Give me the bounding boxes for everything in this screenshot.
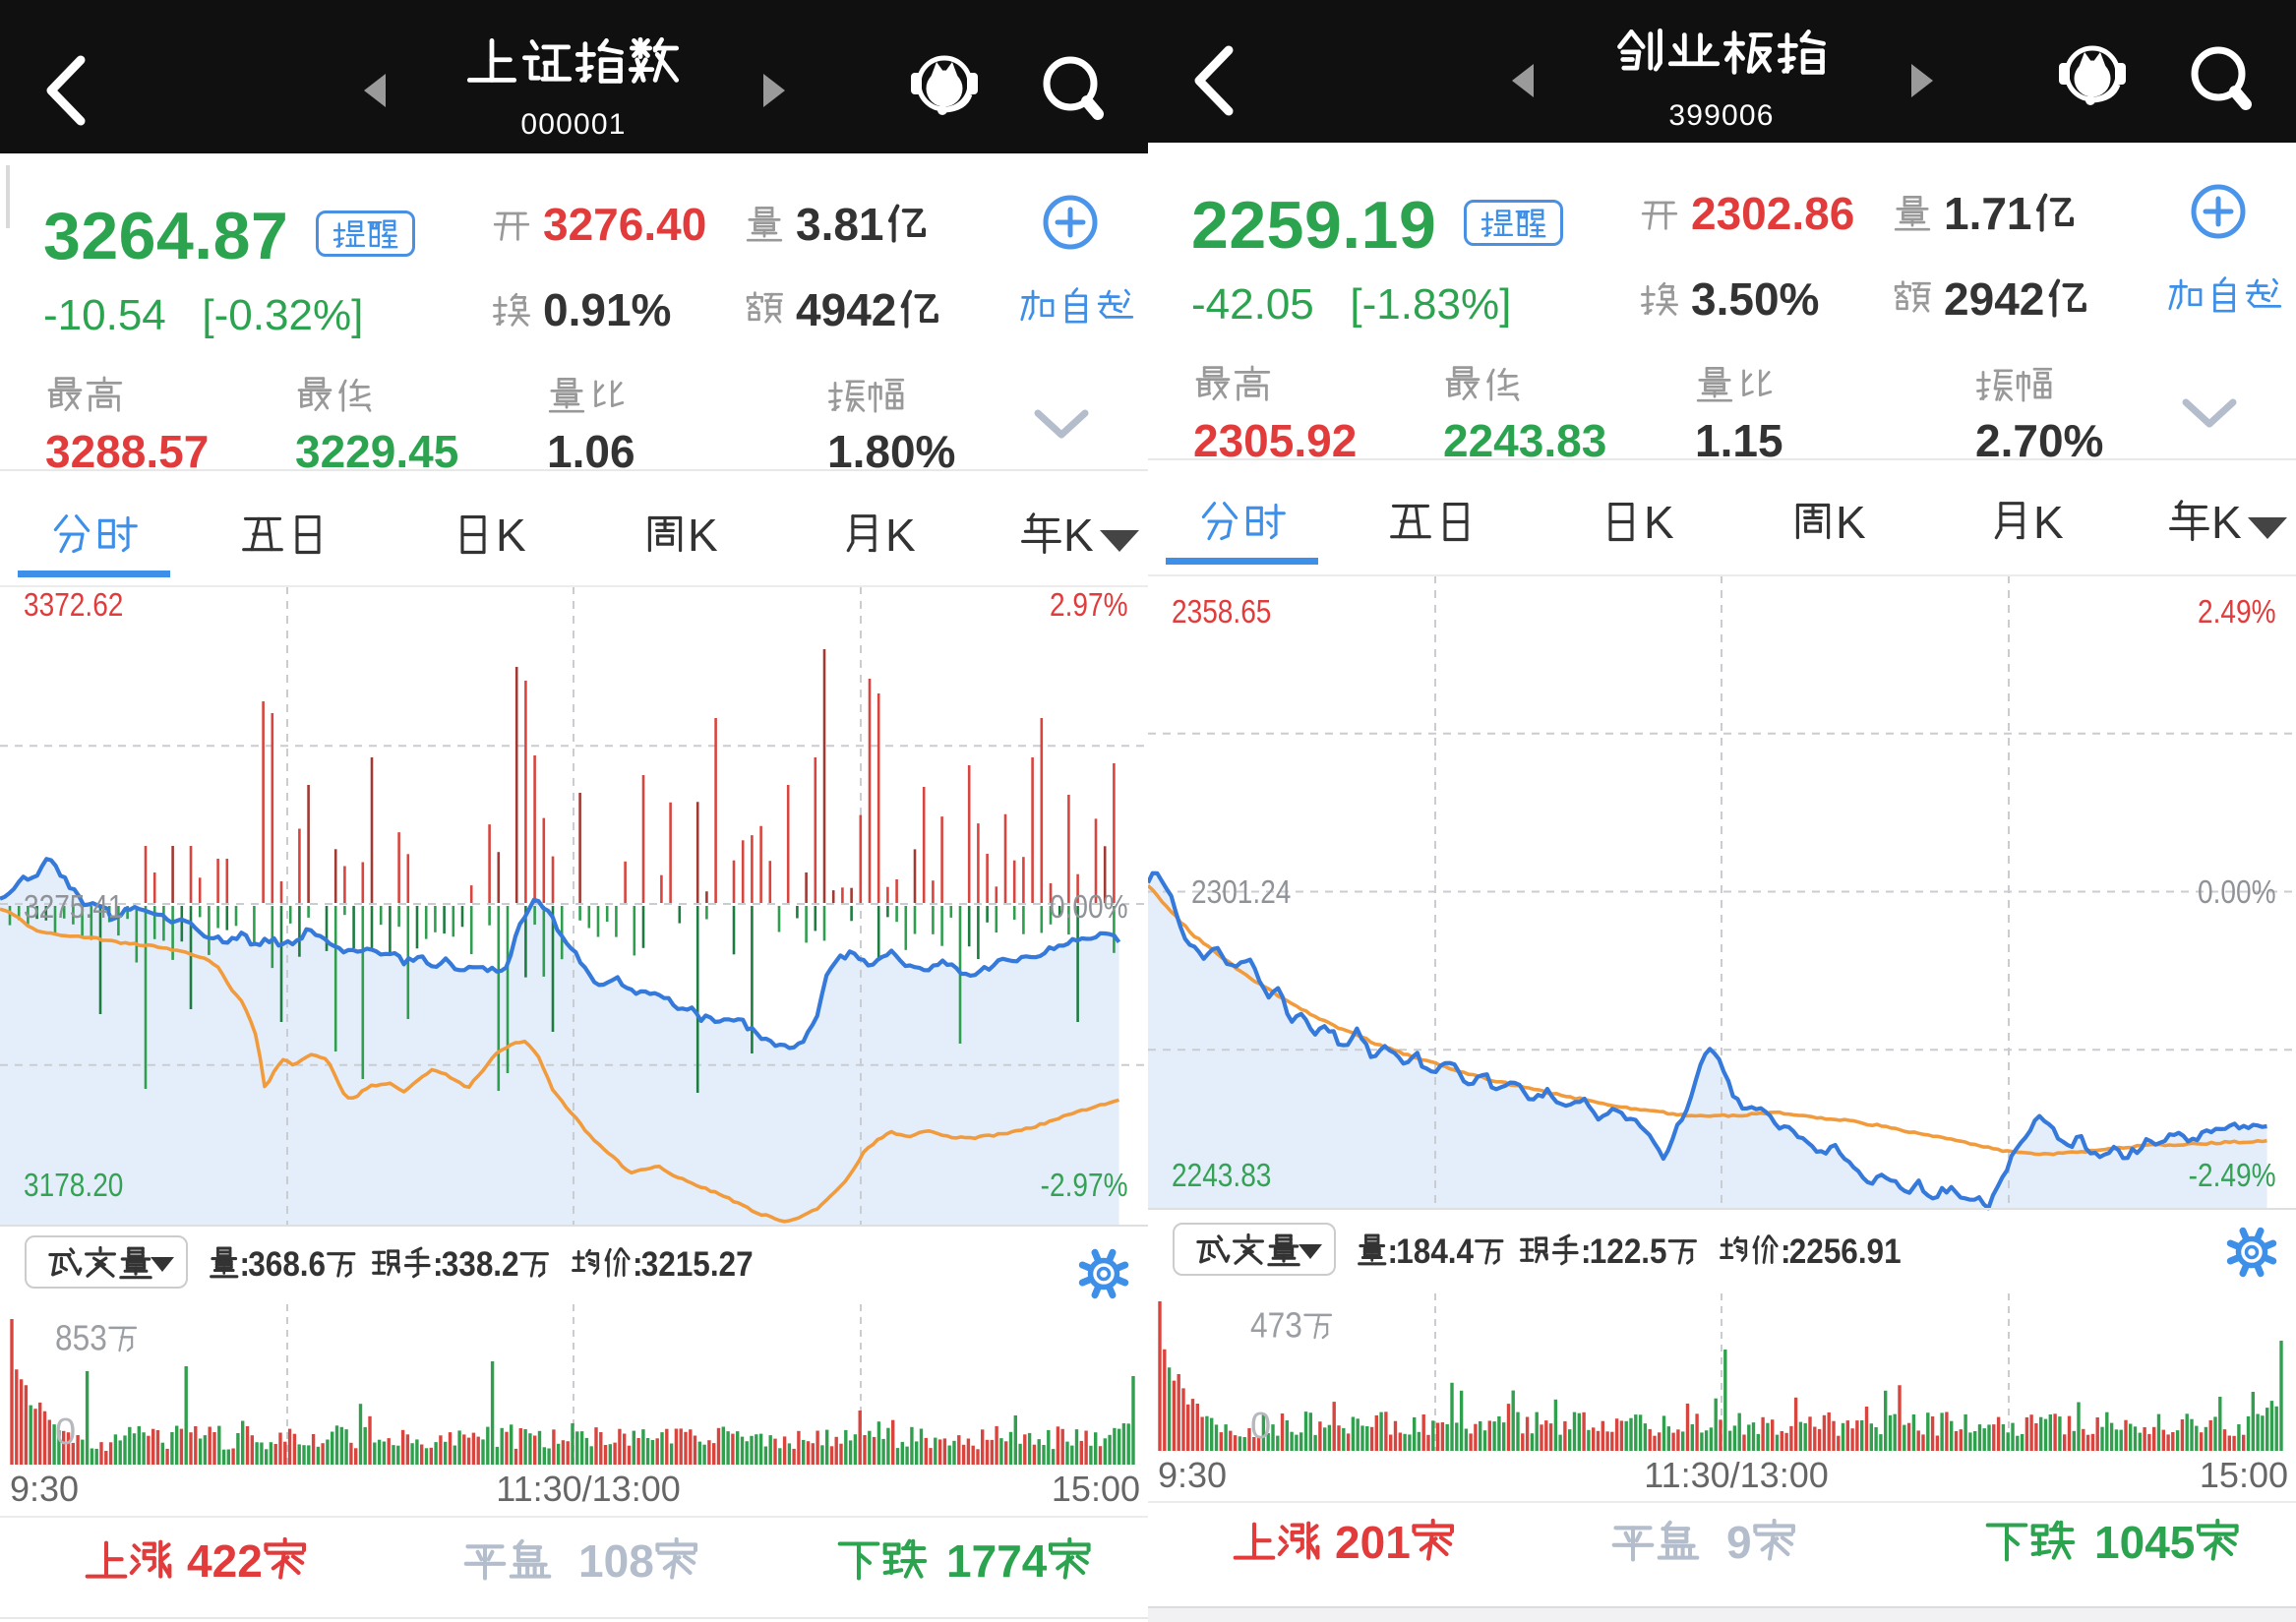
svg-text:3: 3 <box>458 1245 476 1284</box>
svg-text:1: 1 <box>946 1535 972 1587</box>
svg-text:.: . <box>1969 188 1982 239</box>
svg-text:1: 1 <box>1385 1517 1411 1568</box>
svg-text:.: . <box>493 1245 502 1284</box>
svg-text:2: 2 <box>658 1245 676 1284</box>
svg-text:2: 2 <box>1624 1232 1642 1271</box>
svg-text::: : <box>1781 1232 1790 1271</box>
svg-text:2: 2 <box>2020 273 2045 325</box>
svg-text:.: . <box>1858 1232 1867 1271</box>
svg-text:4: 4 <box>846 284 872 335</box>
svg-text:.: . <box>710 1245 719 1284</box>
svg-text:6: 6 <box>1841 1232 1858 1271</box>
svg-text:7: 7 <box>1981 188 2007 239</box>
svg-text:7: 7 <box>1268 1306 1286 1346</box>
svg-text:0: 0 <box>2120 1517 2145 1568</box>
svg-text:5: 5 <box>693 1245 710 1284</box>
svg-text:9: 9 <box>821 284 847 335</box>
svg-text:3: 3 <box>442 1245 459 1284</box>
svg-text:7: 7 <box>997 1535 1022 1587</box>
svg-text:2: 2 <box>1944 273 1969 325</box>
svg-text:.: . <box>300 1245 309 1284</box>
svg-text:4: 4 <box>1430 1232 1448 1271</box>
svg-text:4: 4 <box>1994 273 2020 325</box>
svg-text:2: 2 <box>872 284 897 335</box>
svg-text:6: 6 <box>309 1245 327 1284</box>
svg-text:9: 9 <box>1969 273 1995 325</box>
svg-text:K: K <box>2033 497 2064 548</box>
svg-text:4: 4 <box>1250 1306 1268 1346</box>
svg-text:K: K <box>688 510 718 561</box>
svg-text:8: 8 <box>476 1245 494 1284</box>
svg-text:6: 6 <box>266 1245 283 1284</box>
svg-text:.: . <box>1641 1232 1650 1271</box>
svg-text:1: 1 <box>1396 1232 1414 1271</box>
svg-text:4: 4 <box>2145 1517 2170 1568</box>
svg-text:8: 8 <box>1414 1232 1431 1271</box>
svg-text:3: 3 <box>796 199 821 250</box>
svg-text:.: . <box>821 199 834 250</box>
svg-text:4: 4 <box>1457 1232 1475 1271</box>
svg-text:1: 1 <box>859 199 884 250</box>
svg-text:2: 2 <box>212 1535 238 1587</box>
svg-text:2: 2 <box>1606 1232 1624 1271</box>
svg-text:1: 1 <box>1884 1232 1902 1271</box>
svg-text:K: K <box>1644 497 1674 548</box>
svg-text:1: 1 <box>2007 188 2032 239</box>
svg-text::: : <box>1581 1232 1591 1271</box>
svg-text:K: K <box>1063 510 1094 561</box>
svg-text:0: 0 <box>1360 1517 1386 1568</box>
svg-text:8: 8 <box>282 1245 300 1284</box>
svg-text:9: 9 <box>1867 1232 1885 1271</box>
svg-text:1: 1 <box>578 1535 604 1587</box>
svg-text:4: 4 <box>796 284 821 335</box>
svg-text:K: K <box>1836 497 1866 548</box>
svg-text:5: 5 <box>1650 1232 1667 1271</box>
svg-text:8: 8 <box>55 1319 73 1358</box>
svg-text::: : <box>633 1245 642 1284</box>
svg-text:2: 2 <box>1789 1232 1807 1271</box>
svg-text:8: 8 <box>629 1535 654 1587</box>
svg-text:9: 9 <box>1726 1517 1752 1568</box>
svg-text:3: 3 <box>248 1245 266 1284</box>
svg-text:2: 2 <box>502 1245 519 1284</box>
svg-text:K: K <box>2211 497 2242 548</box>
svg-text:2: 2 <box>1335 1517 1360 1568</box>
svg-text:3: 3 <box>641 1245 659 1284</box>
svg-text:2: 2 <box>237 1535 263 1587</box>
svg-text:7: 7 <box>736 1245 754 1284</box>
svg-text:.: . <box>1448 1232 1457 1271</box>
svg-text:1: 1 <box>2094 1517 2120 1568</box>
svg-text:8: 8 <box>833 199 859 250</box>
svg-text:1: 1 <box>1590 1232 1607 1271</box>
svg-text:1: 1 <box>676 1245 694 1284</box>
svg-text:3: 3 <box>1285 1306 1302 1346</box>
svg-text:4: 4 <box>187 1535 212 1587</box>
svg-text:5: 5 <box>2170 1517 2196 1568</box>
svg-text:2: 2 <box>719 1245 737 1284</box>
svg-text::: : <box>240 1245 250 1284</box>
svg-text:K: K <box>885 510 916 561</box>
svg-text:1: 1 <box>1944 188 1969 239</box>
svg-text:K: K <box>496 510 526 561</box>
svg-text:7: 7 <box>972 1535 997 1587</box>
svg-text:3: 3 <box>90 1319 107 1358</box>
svg-text:0: 0 <box>604 1535 630 1587</box>
svg-text::: : <box>1388 1232 1398 1271</box>
svg-text:5: 5 <box>1824 1232 1842 1271</box>
svg-text:5: 5 <box>73 1319 91 1358</box>
svg-text:2: 2 <box>1806 1232 1824 1271</box>
svg-text::: : <box>433 1245 443 1284</box>
svg-text:4: 4 <box>1022 1535 1048 1587</box>
